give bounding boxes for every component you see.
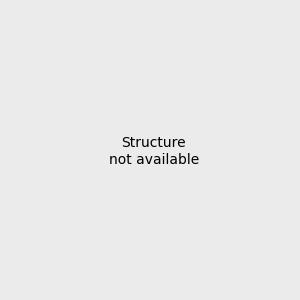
Text: Structure
not available: Structure not available (109, 136, 199, 166)
